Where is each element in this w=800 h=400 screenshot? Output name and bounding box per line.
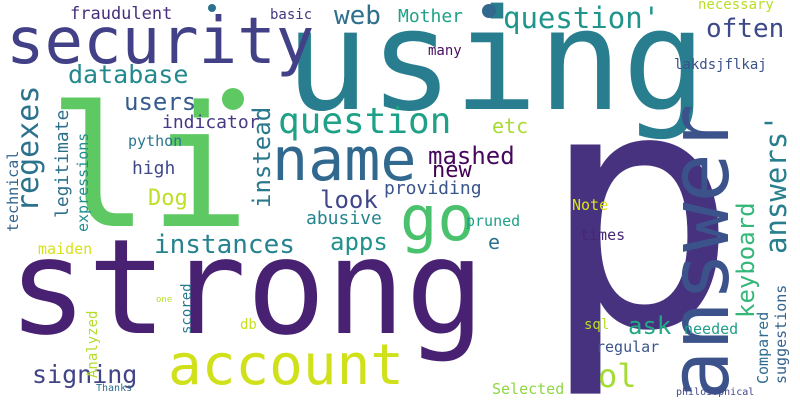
word-question-quote: question' xyxy=(503,1,661,35)
word-security: security xyxy=(6,5,315,79)
word-ask: ask xyxy=(628,312,672,340)
word-technical: technical xyxy=(4,150,22,232)
word-one: one xyxy=(156,295,173,305)
word-mother: Mother xyxy=(398,6,464,27)
word-maiden: maiden xyxy=(38,240,93,258)
word-scored: scored xyxy=(179,283,195,334)
dot-small xyxy=(208,4,216,12)
word-name: name xyxy=(272,125,417,195)
dot-green xyxy=(222,88,244,110)
word-note: Note xyxy=(572,196,609,214)
word-mashed: mashed xyxy=(428,142,515,170)
word-analyzed: Analyzed xyxy=(85,310,101,378)
word-answers-quote: answers' xyxy=(759,114,793,254)
word-instances: instances xyxy=(154,230,295,260)
word-suggestions: suggestions xyxy=(772,284,790,384)
word-signing: signing xyxy=(32,360,138,389)
word-db: db xyxy=(240,317,257,333)
word-go: go xyxy=(400,182,475,255)
word-high: high xyxy=(132,158,176,179)
word-database: database xyxy=(68,60,189,89)
word-ol: ol xyxy=(598,357,637,395)
word-python: python xyxy=(128,132,183,150)
word-account: account xyxy=(168,333,405,398)
word-basic: basic xyxy=(270,7,313,23)
word-philosophical: philosophical xyxy=(676,387,755,398)
word-etc: etc xyxy=(492,114,529,138)
word-p: p xyxy=(540,19,739,400)
word-providing: providing xyxy=(384,178,482,199)
word-sql: sql xyxy=(584,317,610,333)
word-users: users xyxy=(124,88,197,116)
word-selected: Selected xyxy=(492,380,565,398)
word-lakdsjflkaj: lakdsjflkaj xyxy=(674,57,767,73)
word-regular: regular xyxy=(596,338,660,356)
word-compared: Compared xyxy=(754,311,772,384)
word-web: web xyxy=(334,1,381,31)
word-strong: strong xyxy=(8,211,485,365)
word-abusive: abusive xyxy=(306,208,382,229)
word-needed: needed xyxy=(684,320,739,338)
word-fraudulent: fraudulent xyxy=(70,4,173,24)
word-li: li xyxy=(48,70,251,266)
word-keyboard: keyboard xyxy=(732,202,760,318)
word-answer: answer xyxy=(653,103,748,400)
word-expressions: expressions xyxy=(74,132,92,232)
word-new: new xyxy=(432,158,472,183)
word-apps: apps xyxy=(330,228,388,256)
word-legitimate: legitimate xyxy=(52,109,73,218)
word-necessary: necessary xyxy=(698,0,774,13)
word-question: question xyxy=(278,101,452,142)
dot-navy xyxy=(482,4,496,18)
word-e: e xyxy=(488,230,501,254)
word-dog: Dog xyxy=(148,186,188,211)
word-look: look xyxy=(320,186,378,214)
word-pruned: pruned xyxy=(466,212,521,230)
word-using: using xyxy=(285,0,707,143)
word-many: many xyxy=(428,43,462,59)
word-often: often xyxy=(706,14,785,44)
word-indicator: indicator xyxy=(162,112,260,133)
word-thanks: Thanks xyxy=(96,383,133,394)
word-times: times xyxy=(580,226,626,244)
